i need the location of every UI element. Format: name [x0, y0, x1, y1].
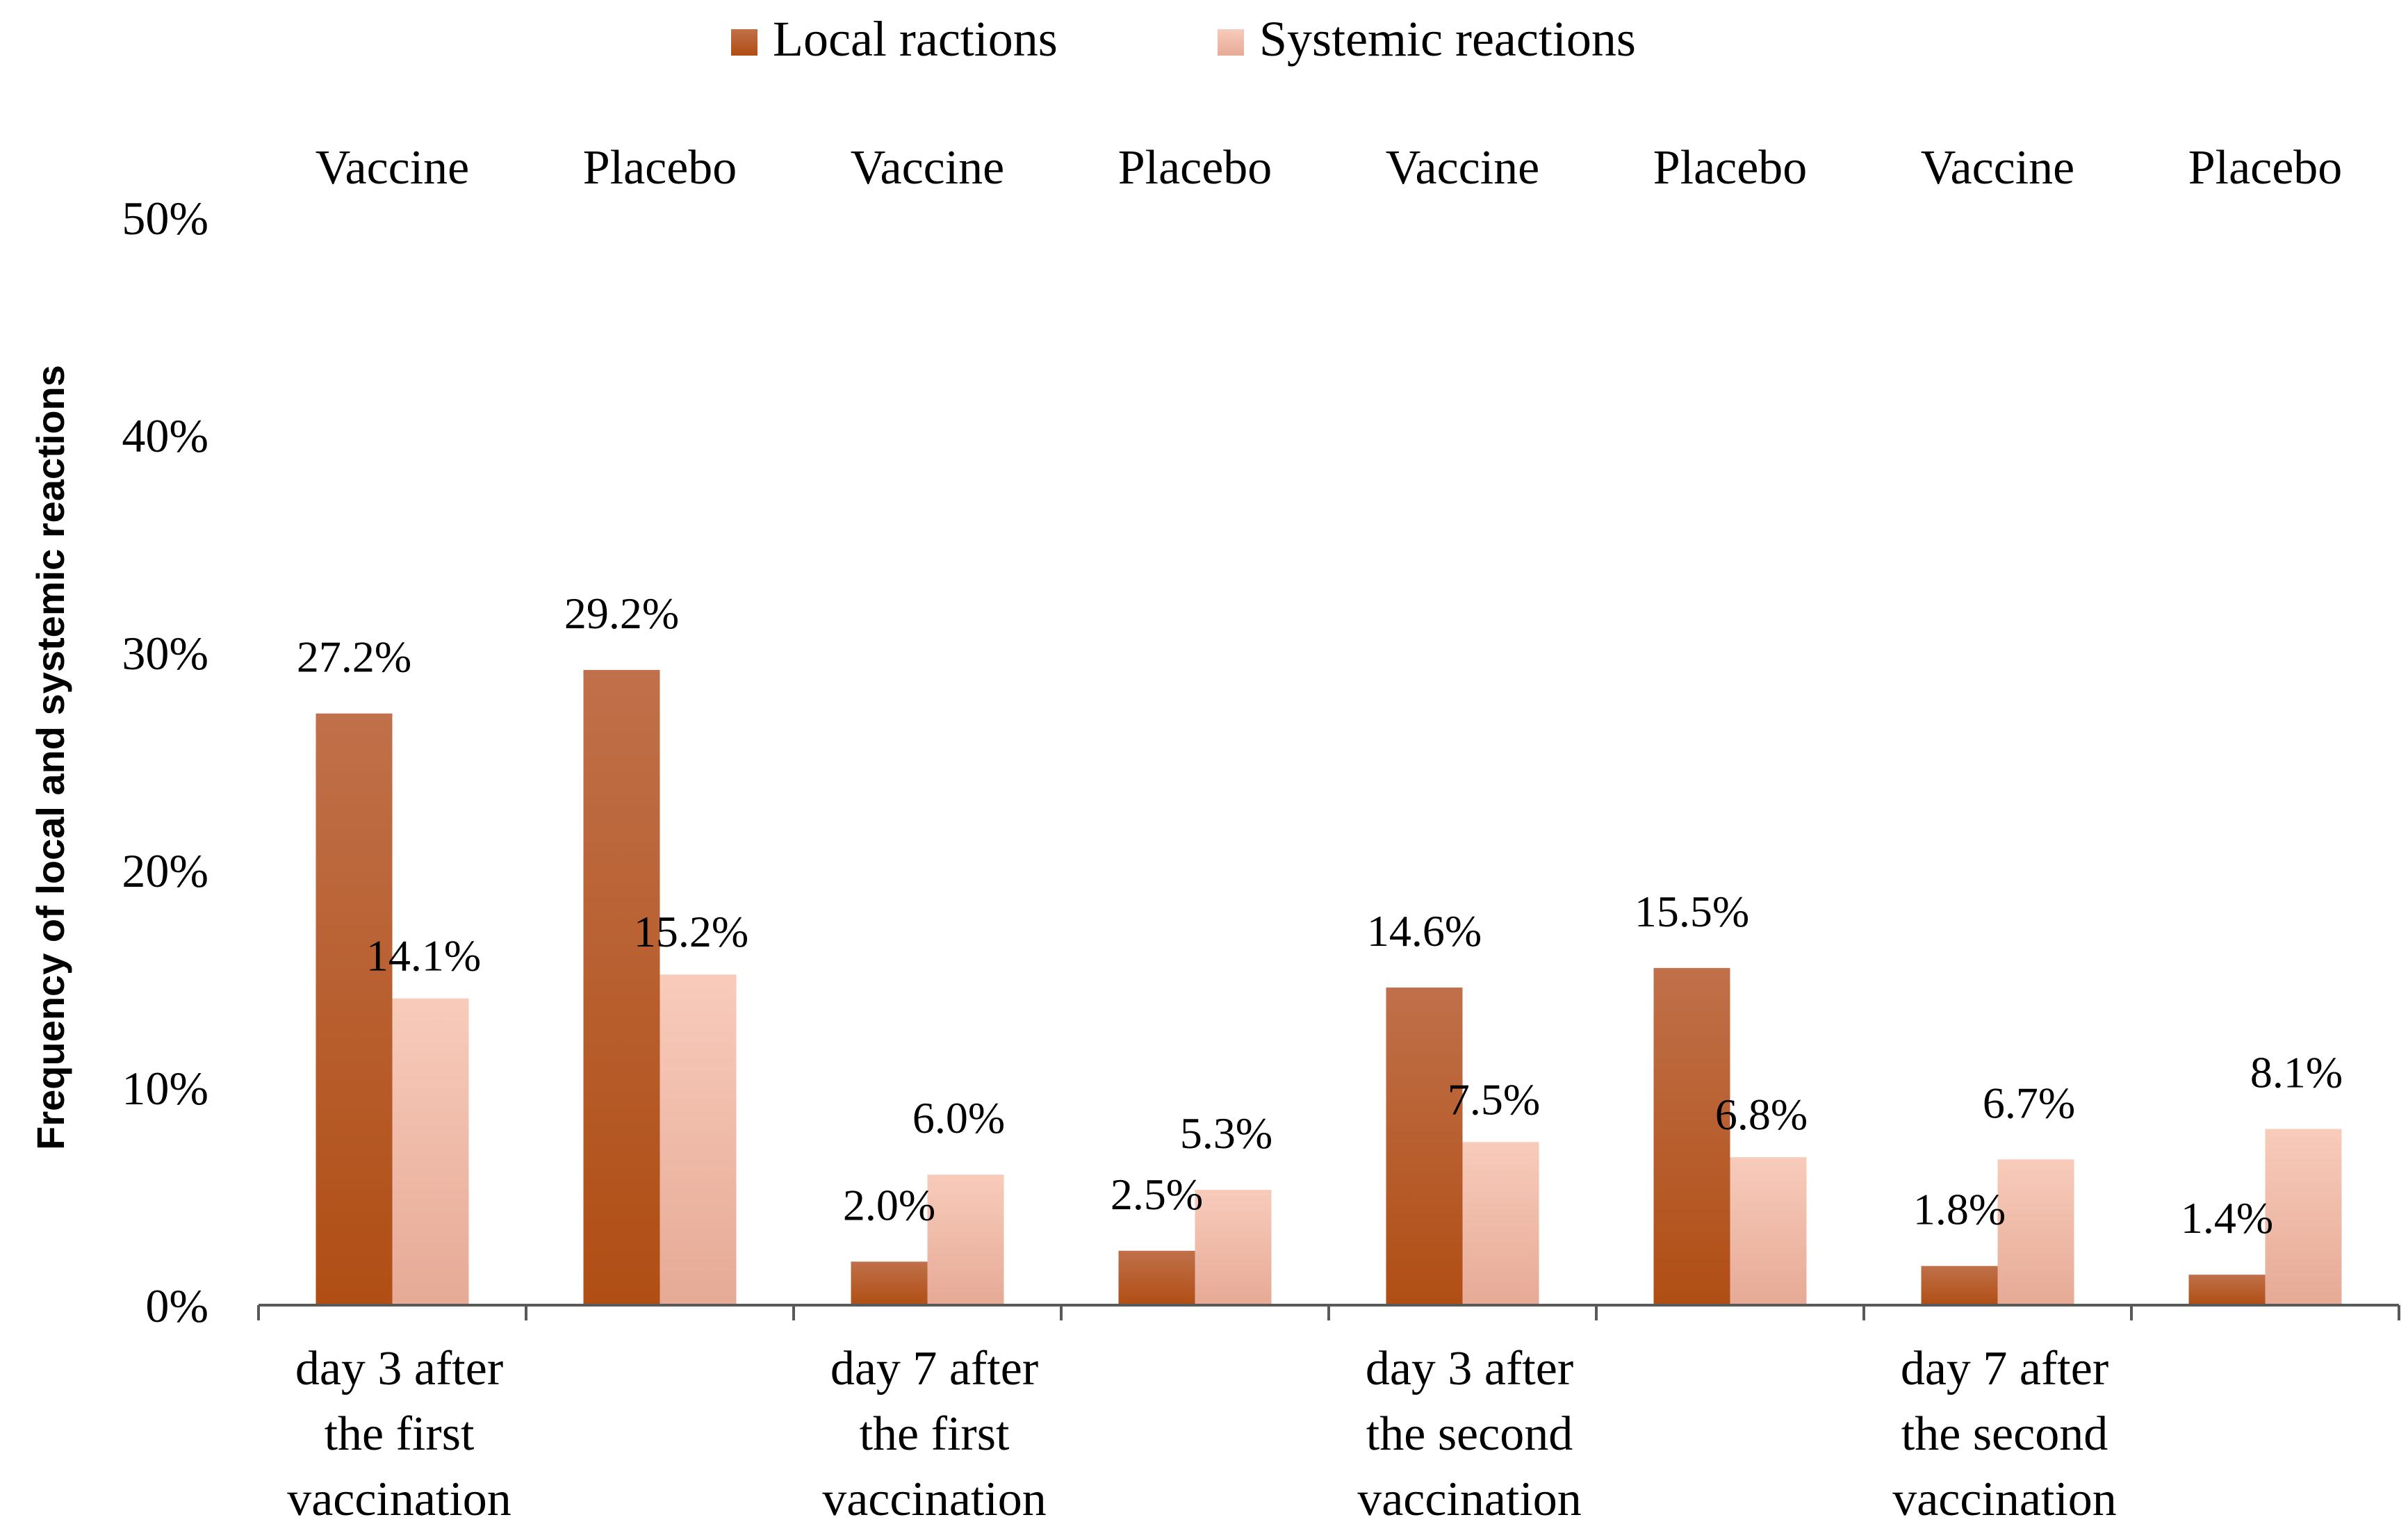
- subgroup-label: Vaccine: [1386, 141, 1540, 195]
- bar-systemic: [927, 1174, 1004, 1305]
- value-label-local: 2.5%: [1111, 1170, 1203, 1219]
- y-tick-label: 20%: [122, 844, 208, 897]
- group-labels: day 3 after the first vaccination day 7 aft…: [287, 1342, 2117, 1526]
- value-label-systemic: 6.0%: [912, 1093, 1005, 1143]
- bar-systemic: [1195, 1190, 1272, 1305]
- bar-systemic: [1997, 1159, 2074, 1305]
- subgroup-label: Vaccine: [316, 141, 470, 195]
- bar-local: [1921, 1266, 1998, 1305]
- bars: [316, 670, 2342, 1305]
- y-axis-ticks: 0% 10% 20% 30% 40% 50%: [122, 192, 208, 1332]
- value-label-systemic: 15.2%: [634, 907, 748, 956]
- group-label-line: vaccination: [1357, 1473, 1582, 1526]
- value-label-systemic: 14.1%: [366, 931, 481, 981]
- value-label-local: 15.5%: [1635, 887, 1749, 936]
- value-label-systemic: 7.5%: [1448, 1074, 1540, 1124]
- y-tick-label: 50%: [122, 192, 208, 245]
- legend: Local ractions Systemic reactions: [731, 11, 1636, 67]
- value-label-systemic: 8.1%: [2250, 1047, 2343, 1097]
- legend-swatch-systemic: [1218, 29, 1244, 56]
- value-label-systemic: 6.8%: [1715, 1090, 1808, 1139]
- bar-local: [2188, 1275, 2266, 1305]
- group-label-line: the second: [1901, 1407, 2108, 1461]
- value-label-systemic: 5.3%: [1180, 1108, 1272, 1158]
- value-labels: 27.2% 14.1% 29.2% 15.2% 2.0% 6.0% 2.5% 5.3% 14.6…: [297, 589, 2343, 1243]
- y-tick-label: 30%: [122, 627, 208, 680]
- y-tick-label: 0%: [145, 1279, 208, 1332]
- value-label-local: 2.0%: [843, 1180, 935, 1229]
- subgroup-label: Vaccine: [851, 141, 1005, 195]
- y-tick-label: 10%: [122, 1062, 208, 1115]
- group-label-line: day 7 after: [830, 1342, 1038, 1395]
- group-label-line: vaccination: [822, 1473, 1047, 1526]
- bar-local: [583, 670, 660, 1305]
- value-label-local: 27.2%: [297, 632, 411, 682]
- bar-local: [1386, 988, 1463, 1305]
- subgroup-label: Placebo: [1118, 141, 1272, 195]
- subgroup-label: Placebo: [2188, 141, 2343, 195]
- value-label-local: 1.8%: [1913, 1185, 2006, 1234]
- group-label-line: the second: [1366, 1407, 1573, 1461]
- legend-label-local: Local ractions: [773, 11, 1058, 67]
- group-label-line: day 7 after: [1901, 1342, 2108, 1395]
- group-label-line: the first: [860, 1407, 1010, 1461]
- bar-systemic: [1730, 1157, 1807, 1305]
- bar-systemic: [1462, 1142, 1539, 1305]
- subgroup-labels: Vaccine Placebo Vaccine Placebo Vaccine Place…: [316, 141, 2343, 195]
- bar-local: [1118, 1250, 1195, 1305]
- legend-label-systemic: Systemic reactions: [1259, 11, 1636, 67]
- y-tick-label: 40%: [122, 409, 208, 462]
- value-label-local: 14.6%: [1367, 906, 1482, 956]
- x-axis-ticks: [257, 1305, 2400, 1320]
- bar-local: [1653, 967, 1730, 1305]
- legend-swatch-local: [731, 29, 757, 56]
- bar-systemic: [2265, 1129, 2342, 1305]
- bar-systemic: [660, 974, 737, 1305]
- y-axis-title: Frequency of local and systemic reaction…: [28, 365, 72, 1150]
- value-label-systemic: 6.7%: [1983, 1078, 2075, 1127]
- subgroup-label: Placebo: [583, 141, 737, 195]
- subgroup-label: Placebo: [1653, 141, 1808, 195]
- group-label-line: day 3 after: [295, 1342, 503, 1395]
- bar-local: [316, 713, 393, 1305]
- value-label-local: 1.4%: [2181, 1193, 2273, 1243]
- value-label-local: 29.2%: [564, 589, 679, 638]
- bar-systemic: [392, 998, 469, 1305]
- subgroup-label: Vaccine: [1921, 141, 2075, 195]
- group-label-line: day 3 after: [1366, 1342, 1573, 1395]
- bar-local: [851, 1261, 928, 1305]
- group-label-line: vaccination: [1892, 1473, 2117, 1526]
- group-label-line: vaccination: [287, 1473, 511, 1526]
- group-label-line: the first: [325, 1407, 475, 1461]
